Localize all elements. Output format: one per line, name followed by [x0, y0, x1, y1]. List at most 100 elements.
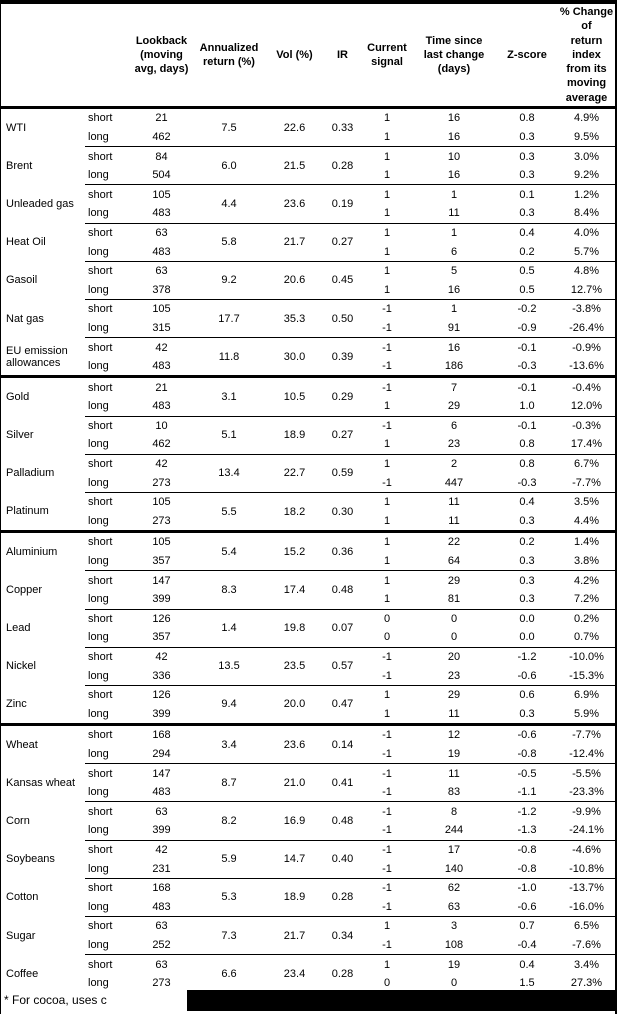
cell-current-signal: 1: [362, 684, 412, 705]
cell-lookback: 84: [131, 146, 192, 166]
cell-z-score: 0.3: [496, 146, 558, 166]
table-row: Platinum short 105 5.5 18.2 0.30 1 11 0.4 3.5%: [1, 491, 615, 532]
commodity-label: Zinc: [6, 698, 27, 711]
cell-lookback: 42: [131, 453, 192, 474]
commodity-label: Sugar: [6, 929, 36, 942]
cell-current-signal: -1: [382, 862, 392, 875]
cell-ir: 0.19: [323, 184, 362, 224]
position-label: long: [88, 400, 109, 413]
cell-time-since-change: 2: [412, 453, 496, 474]
cell-z-score: -0.8: [517, 862, 537, 875]
cell-time-since-change: 64: [447, 555, 461, 568]
cell-ir: 0.29: [323, 375, 362, 417]
cell-current-signal: 1: [383, 169, 391, 182]
cell-pct-change: 3.5%: [558, 491, 615, 512]
cell-time-since-change: 16: [447, 169, 461, 182]
cell-ir: 0.45: [323, 260, 362, 300]
cell-z-score: -0.1: [496, 415, 558, 436]
cell-annualized_return: 7.3: [192, 916, 266, 955]
cell-current-signal: -1: [362, 375, 412, 397]
cell-vol: 18.2: [266, 491, 323, 532]
cell-vol: 10.5: [266, 375, 323, 417]
cell-z-score: 0.3: [519, 169, 535, 182]
cell-lookback: 294: [152, 747, 171, 760]
cell-pct-change: -13.7%: [558, 877, 615, 898]
cell-current-signal: 1: [362, 954, 412, 974]
table-row: Gasoil short 63 9.2 20.6 0.45 1 5 0.5 4.8%: [1, 260, 615, 300]
position-label: long: [88, 977, 109, 990]
cell-ir: 0.27: [323, 415, 362, 455]
cell-current-signal: -1: [362, 763, 412, 783]
commodity-label: Palladium: [6, 467, 55, 480]
position-label: long: [88, 514, 109, 527]
cell-annualized_return: 1.4: [192, 608, 266, 648]
position-label: short: [85, 723, 131, 745]
position-label: short: [85, 491, 131, 512]
table-row: long 462 1 16 0.3 9.5%: [1, 128, 615, 147]
cell-pct-change: 4.0%: [558, 222, 615, 243]
table-row: long 273 1 11 0.3 4.4%: [1, 512, 615, 532]
cell-ir: 0.39: [323, 337, 362, 377]
table-row: Wheat short 168 3.4 23.6 0.14 -1 12 -0.6 -7.7%: [1, 723, 615, 764]
cell-ir: 0.28: [323, 954, 362, 993]
table-row: long 231 -1 140 -0.8 -10.8%: [1, 859, 615, 878]
cell-time-since-change: 0: [450, 631, 458, 644]
cell-ir: 0.33: [331, 121, 354, 134]
cell-pct-change: 9.2%: [573, 169, 600, 182]
table-row: long 462 1 23 0.8 17.4%: [1, 435, 615, 454]
cell-vol: 18.9: [266, 877, 323, 917]
cell-z-score: 0.3: [519, 207, 535, 220]
cell-annualized_return: 5.8: [192, 222, 266, 262]
table-row: long 357 0 0 0.0 0.7%: [1, 628, 615, 647]
cell-z-score: 0.8: [519, 438, 535, 451]
cell-current-signal: 0: [362, 608, 412, 629]
cell-pct-change: 1.2%: [558, 184, 615, 205]
table-row: Brent short 84 6.0 21.5 0.28 1 10 0.3 3.0%: [1, 146, 615, 185]
cell-z-score: 0.8: [519, 112, 535, 125]
cell-lookback: 483: [152, 245, 171, 258]
cell-annualized_return: 3.1: [192, 375, 266, 417]
cell-z-score: 1.5: [519, 977, 535, 990]
cell-z-score: 0.1: [496, 184, 558, 205]
cell-current-signal: -1: [382, 824, 392, 837]
position-label: short: [85, 839, 131, 860]
table-row: Palladium short 42 13.4 22.7 0.59 1 2 0.8 6.7%: [1, 453, 615, 493]
cell-current-signal: 1: [362, 453, 412, 474]
cell-lookback: 483: [152, 400, 171, 413]
position-label: long: [88, 476, 109, 489]
cell-z-score: 0.7: [496, 916, 558, 936]
cell-lookback: 126: [131, 608, 192, 629]
position-label: short: [85, 337, 131, 357]
cell-ir: 0.34: [323, 916, 362, 955]
table-row: Unleaded gas short 105 4.4 23.6 0.19 1 1 0.1 1.2%: [1, 184, 615, 224]
cell-ir: 0.36: [323, 530, 362, 571]
position-label: long: [88, 321, 109, 334]
cell-annualized_return: 5.1: [192, 415, 266, 455]
commodity-label: Cotton: [6, 891, 39, 904]
cell-current-signal: 1: [362, 222, 412, 243]
cell-annualized_return: 13.4: [192, 453, 266, 493]
cell-time-since-change: 17: [412, 839, 496, 860]
position-label: long: [88, 283, 109, 296]
cell-lookback: 273: [152, 514, 171, 527]
cell-time-since-change: 16: [447, 112, 461, 125]
cell-vol: 22.6: [283, 121, 306, 134]
cell-annualized_return: 17.7: [192, 299, 266, 338]
cell-lookback: 483: [152, 360, 171, 373]
table-row: Sugar short 63 7.3 21.7 0.34 1 3 0.7 6.5%: [1, 916, 615, 955]
cell-vol: 21.5: [266, 146, 323, 185]
cell-pct-change: 9.5%: [573, 130, 600, 143]
cell-lookback: 168: [131, 723, 192, 745]
cell-ir: 0.28: [323, 146, 362, 185]
cell-lookback: 42: [131, 646, 192, 667]
cell-annualized_return: 5.4: [192, 530, 266, 571]
position-label: long: [88, 786, 109, 799]
cell-lookback: 483: [152, 207, 171, 220]
cell-vol: 21.0: [266, 763, 323, 802]
cell-z-score: 0.6: [496, 684, 558, 705]
cell-lookback: 63: [131, 801, 192, 822]
cell-z-score: -0.8: [496, 839, 558, 860]
cell-time-since-change: 19: [447, 747, 461, 760]
position-label: short: [85, 299, 131, 319]
table-row: long 294 -1 19 -0.8 -12.4%: [1, 745, 615, 764]
